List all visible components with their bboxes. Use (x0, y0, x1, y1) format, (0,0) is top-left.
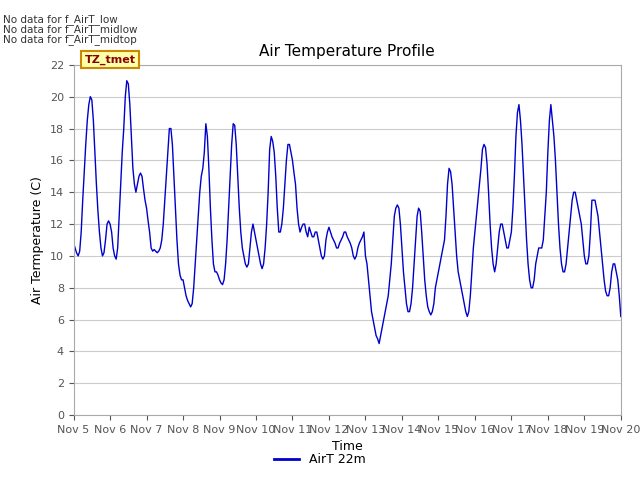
Text: TZ_tmet: TZ_tmet (84, 55, 136, 65)
Text: No data for f_AirT_midtop: No data for f_AirT_midtop (3, 34, 137, 45)
Legend: AirT 22m: AirT 22m (269, 448, 371, 471)
Text: No data for f_AirT_midlow: No data for f_AirT_midlow (3, 24, 138, 35)
Y-axis label: Air Termperature (C): Air Termperature (C) (31, 176, 44, 304)
X-axis label: Time: Time (332, 441, 363, 454)
Title: Air Temperature Profile: Air Temperature Profile (259, 45, 435, 60)
Text: No data for f_AirT_low: No data for f_AirT_low (3, 14, 118, 25)
